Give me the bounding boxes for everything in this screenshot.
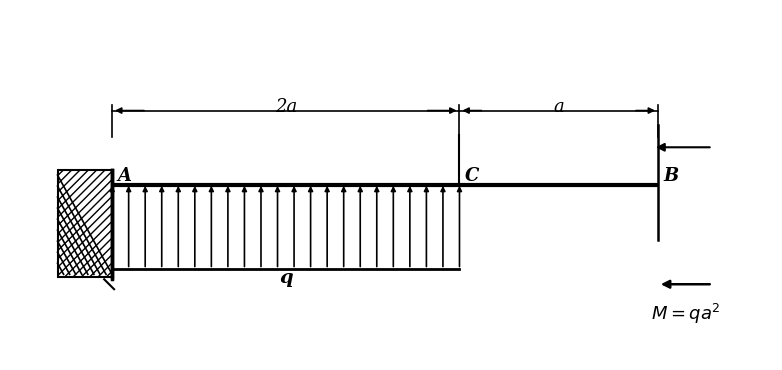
Text: a: a xyxy=(554,98,564,115)
Text: q: q xyxy=(279,269,292,287)
Text: C: C xyxy=(465,167,479,185)
Text: A: A xyxy=(117,167,131,185)
Bar xyxy=(58,170,112,277)
Text: $M = qa^2$: $M = qa^2$ xyxy=(651,302,720,326)
Text: B: B xyxy=(663,167,678,185)
Text: 2a: 2a xyxy=(274,98,297,115)
